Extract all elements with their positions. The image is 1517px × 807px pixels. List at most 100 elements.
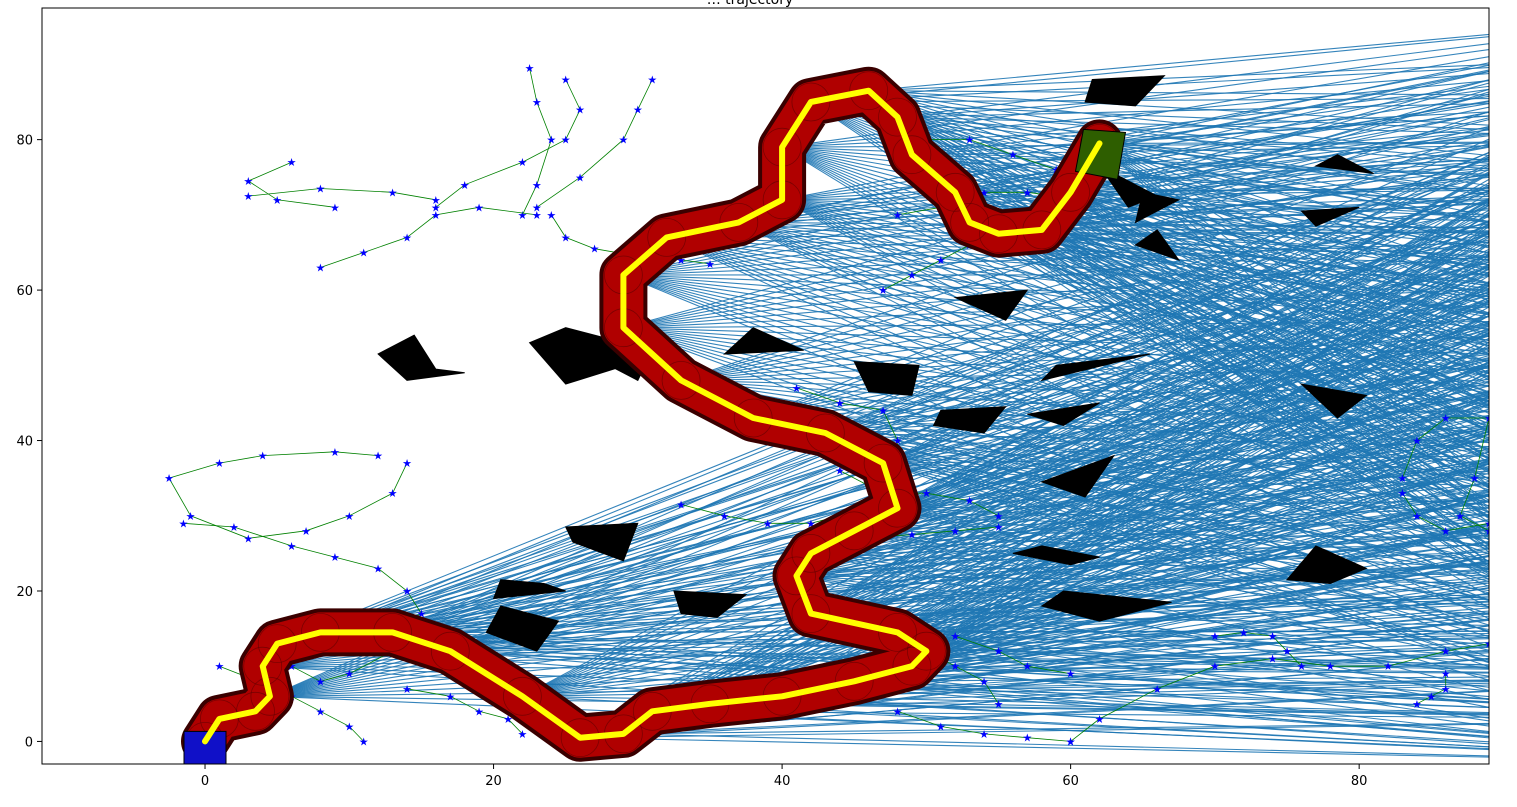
tree-node-star: ★ xyxy=(186,510,196,523)
obstacle xyxy=(1134,229,1181,261)
tree-edge xyxy=(1402,417,1489,532)
sensor-ray xyxy=(450,650,1489,737)
tree-node-star: ★ xyxy=(388,487,398,500)
sensor-ray xyxy=(709,703,1489,748)
obstacle xyxy=(485,605,560,652)
sensor-ray xyxy=(796,334,1489,577)
tree-node-star: ★ xyxy=(1484,412,1494,425)
tree-node-star: ★ xyxy=(243,175,253,188)
tree-node-star: ★ xyxy=(561,231,571,244)
tree-edge xyxy=(522,68,552,216)
sensor-ray xyxy=(796,575,1489,646)
x-tick-label: 20 xyxy=(485,774,502,789)
obstacle xyxy=(1040,353,1151,382)
corridor-segment xyxy=(950,202,989,242)
tree-node-star: ★ xyxy=(287,156,297,169)
sensor-ray xyxy=(1099,142,1489,408)
sensor-ray xyxy=(1041,201,1489,231)
tree-node-star: ★ xyxy=(517,728,527,741)
corridor-segment xyxy=(834,661,874,701)
y-tick-label: 40 xyxy=(16,435,33,450)
tree-node-star: ★ xyxy=(1282,645,1292,658)
sensor-ray xyxy=(738,221,1489,545)
sensor-ray xyxy=(854,446,1489,532)
sensor-ray xyxy=(897,507,1489,622)
sensor-ray xyxy=(911,154,1489,177)
obstacle xyxy=(1027,402,1100,427)
tree-node-star: ★ xyxy=(359,247,369,260)
tree-edge xyxy=(247,161,335,208)
sensor-ray xyxy=(868,90,1489,490)
sensor-ray xyxy=(666,236,1489,620)
tree-node-star: ★ xyxy=(164,472,174,485)
tree-node-star: ★ xyxy=(330,201,340,214)
obstacle xyxy=(932,406,1007,434)
sensor-ray xyxy=(709,703,1489,716)
tree-node-star: ★ xyxy=(1022,732,1032,745)
sensor-ray xyxy=(450,601,1489,652)
tree-node-star: ★ xyxy=(676,254,686,267)
sensor-ray xyxy=(868,90,1489,157)
sensor-ray xyxy=(666,199,1489,238)
sensor-ray xyxy=(810,552,1489,639)
tree-node-star: ★ xyxy=(1441,412,1451,425)
sensor-ray xyxy=(911,154,1489,266)
sensor-ray xyxy=(781,199,1489,441)
sensor-ray xyxy=(911,665,1489,703)
sensor-ray xyxy=(810,552,1489,608)
tree-node-star: ★ xyxy=(517,209,527,222)
tree-node-star: ★ xyxy=(373,450,383,463)
tree-edge xyxy=(897,710,1071,742)
sensor-ray xyxy=(753,417,1489,444)
sensor-ray xyxy=(623,733,1489,757)
sensor-ray xyxy=(854,680,1489,709)
sensor-ray xyxy=(868,90,1489,187)
sensor-ray xyxy=(652,393,1489,712)
sensor-ray xyxy=(623,274,1489,634)
sensor-ray xyxy=(825,292,1489,434)
tree-node-star: ★ xyxy=(1470,472,1480,485)
sensor-ray xyxy=(781,199,1489,503)
sensor-ray xyxy=(522,514,1489,697)
tree-node-star: ★ xyxy=(214,457,224,470)
y-axis-ticks: 0 20 40 60 80 xyxy=(16,134,42,750)
tree-node-star: ★ xyxy=(1383,660,1393,673)
sensor-ray xyxy=(753,417,1489,507)
tree-edge xyxy=(536,79,653,208)
sensor-ray xyxy=(810,101,1489,130)
tree-node-star: ★ xyxy=(1441,645,1451,658)
sensor-ray xyxy=(753,417,1489,475)
sensor-ray xyxy=(1099,142,1489,196)
sensor-ray xyxy=(796,458,1489,577)
x-tick-label: 0 xyxy=(201,774,209,789)
sensor-ray xyxy=(1099,115,1489,144)
sensor-ray xyxy=(781,199,1489,534)
sensor-ray xyxy=(781,199,1489,597)
sensor-ray xyxy=(926,650,1489,698)
sensor-ray xyxy=(580,723,1489,739)
tree-edge xyxy=(168,451,408,539)
corridor-segment xyxy=(430,631,470,671)
sensor-ray xyxy=(854,530,1489,600)
sensor-ray xyxy=(681,271,1489,381)
sensor-ray xyxy=(1099,143,1489,514)
sensor-ray xyxy=(897,507,1489,651)
tree-node-star: ★ xyxy=(618,134,628,147)
obstacle xyxy=(564,522,639,562)
sensor-ray xyxy=(1099,142,1489,302)
tree-node-star: ★ xyxy=(950,660,960,673)
sensor-ray xyxy=(1099,142,1489,434)
sensor-ray xyxy=(1099,142,1489,276)
corridor-segment xyxy=(503,676,542,716)
corridor-segment xyxy=(733,398,773,438)
corridor-segment xyxy=(1051,172,1090,212)
sensor-ray xyxy=(998,233,1489,289)
sensor-rays-layer xyxy=(262,33,1489,758)
sensor-ray xyxy=(911,145,1489,156)
tree-node-star: ★ xyxy=(1441,683,1451,696)
sensor-ray xyxy=(810,359,1489,554)
tree-node-star: ★ xyxy=(979,728,989,741)
tree-node-star: ★ xyxy=(1426,690,1436,703)
sensor-ray xyxy=(868,90,1489,247)
sensor-ray xyxy=(911,665,1489,673)
